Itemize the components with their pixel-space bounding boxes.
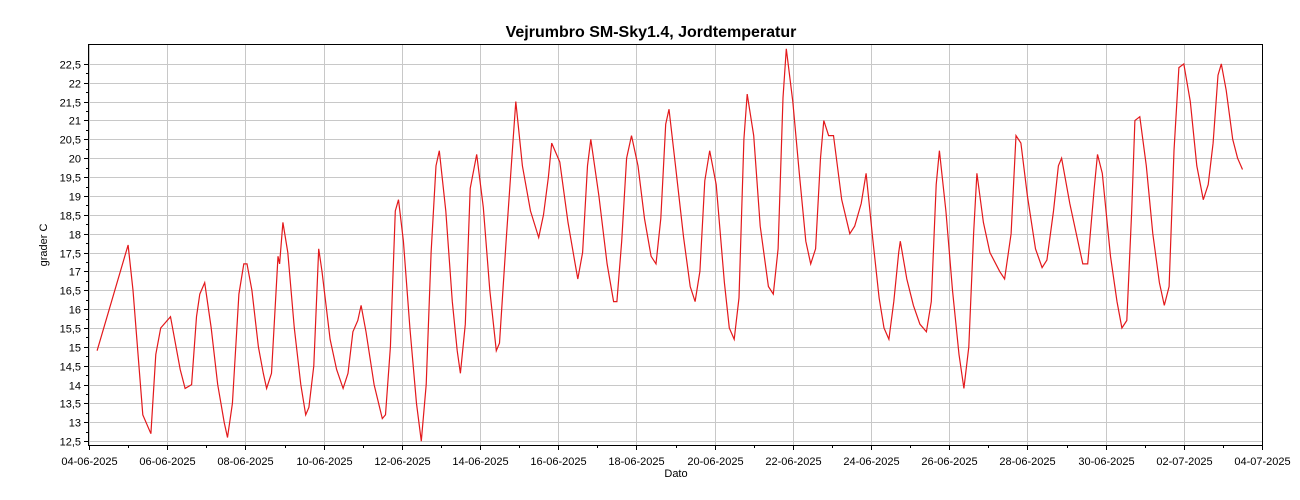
y-tick-label: 22,5: [60, 60, 81, 72]
y-tick-label: 19: [69, 192, 81, 204]
x-tick-label: 14-06-2025: [452, 456, 508, 468]
y-tick-label: 13: [69, 418, 81, 430]
x-tick-label: 12-06-2025: [374, 456, 430, 468]
y-tick-label: 17: [69, 267, 81, 279]
y-tick-label: 14: [69, 381, 81, 393]
y-tick-label: 16: [69, 305, 81, 317]
x-tick-label: 20-06-2025: [687, 456, 743, 468]
x-tick-label: 10-06-2025: [296, 456, 352, 468]
x-axis-label: Dato: [664, 468, 687, 480]
x-tick-label: 26-06-2025: [921, 456, 977, 468]
y-tick-label: 21: [69, 116, 81, 128]
grid: [89, 45, 1263, 445]
x-tick-label: 02-07-2025: [1156, 456, 1212, 468]
x-tick-label: 16-06-2025: [530, 456, 586, 468]
y-tick-label: 22: [69, 79, 81, 91]
x-tick-label: 04-06-2025: [61, 456, 117, 468]
y-tick-label: 18: [69, 230, 81, 242]
y-tick-label: 13,5: [60, 399, 81, 411]
x-tick-label: 30-06-2025: [1078, 456, 1134, 468]
y-axis-label: grader C: [38, 224, 50, 267]
y-tick-label: 12,5: [60, 437, 81, 449]
x-tick-label: 08-06-2025: [217, 456, 273, 468]
x-tick-label: 04-07-2025: [1234, 456, 1290, 468]
x-axis-ticks: 04-06-2025 06-06-2025 08-06-2025 10-06-2025…: [61, 445, 1291, 468]
y-tick-label: 18,5: [60, 211, 81, 223]
x-tick-label: 22-06-2025: [765, 456, 821, 468]
plot-frame: [88, 44, 1263, 446]
series-line-0: [96, 48, 1244, 442]
y-tick-label: 20: [69, 154, 81, 166]
x-tick-label: 18-06-2025: [608, 456, 664, 468]
y-tick-label: 20,5: [60, 135, 81, 147]
y-tick-label: 19,5: [60, 173, 81, 185]
x-tick-label: 24-06-2025: [843, 456, 899, 468]
x-tick-label: 28-06-2025: [999, 456, 1055, 468]
x-tick-label: 06-06-2025: [139, 456, 195, 468]
y-tick-label: 21,5: [60, 98, 81, 110]
y-tick-label: 14,5: [60, 362, 81, 374]
y-tick-label: 17,5: [60, 249, 81, 261]
y-tick-label: 16,5: [60, 286, 81, 298]
y-axis-ticks: 12,5 13 13,5 14 14,5 15 15,5 16 16,5 17 17,5 18 18,5…: [60, 60, 89, 449]
series-layer: [96, 48, 1244, 442]
y-tick-label: 15,5: [60, 324, 81, 336]
y-tick-label: 15: [69, 343, 81, 355]
chart-title: Vejrumbro SM-Sky1.4, Jordtemperatur: [506, 24, 797, 41]
